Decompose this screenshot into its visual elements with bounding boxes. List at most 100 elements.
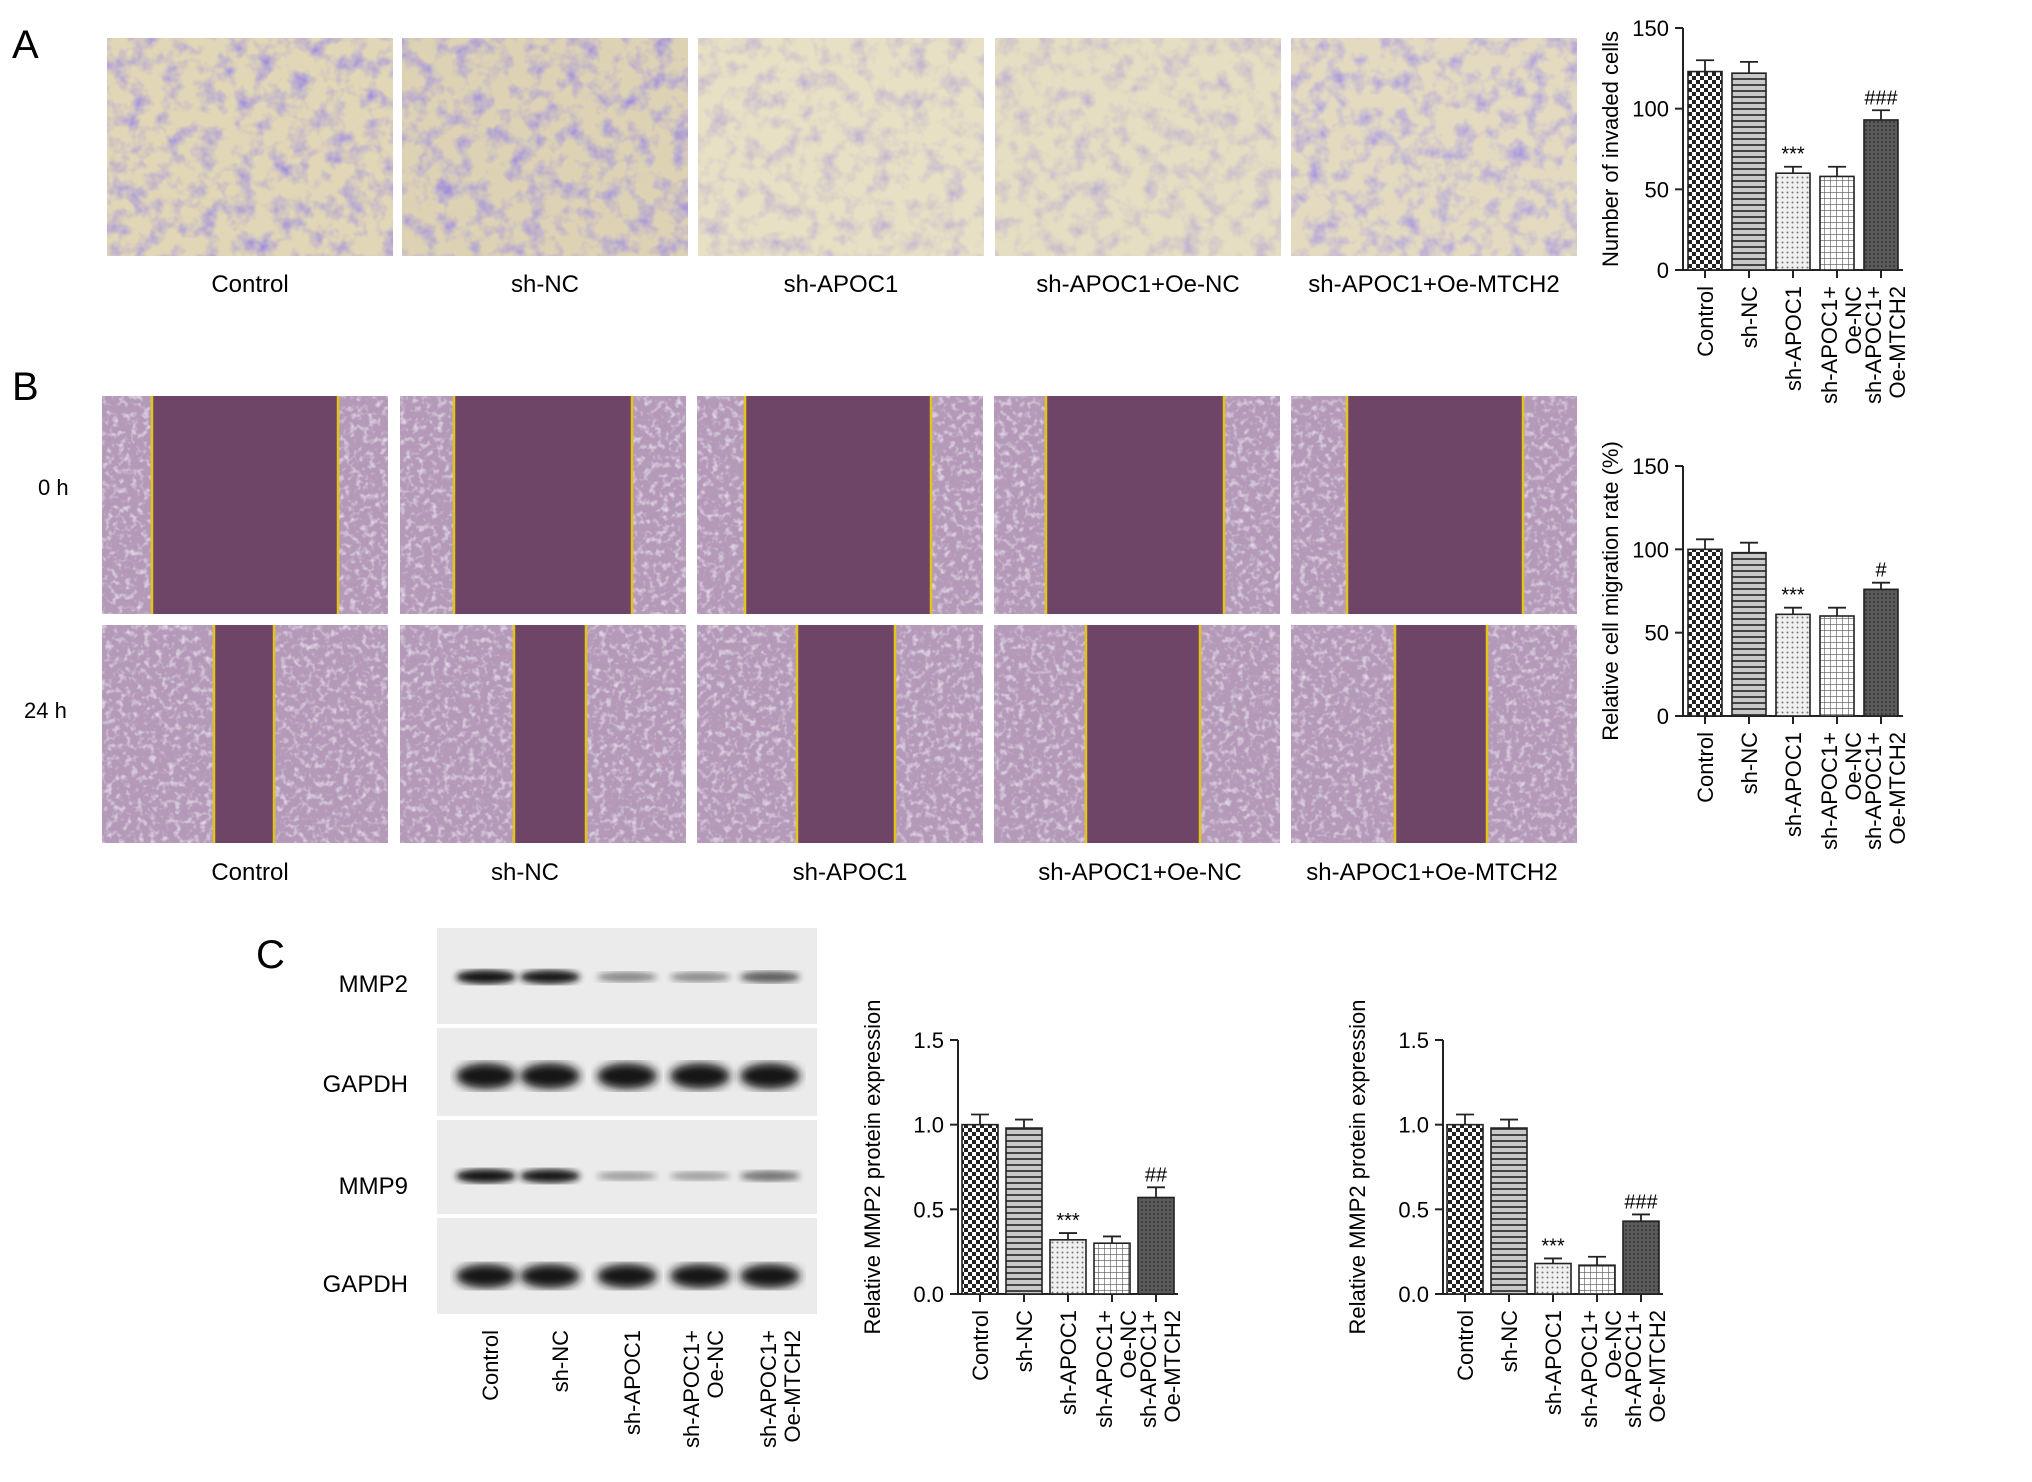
scratch-image bbox=[1291, 625, 1577, 843]
scratch-caption: Control bbox=[211, 859, 288, 886]
invasion-caption: sh-APOC1+Oe-NC bbox=[1036, 271, 1239, 298]
blot-band bbox=[740, 1063, 800, 1089]
x-tick-label: sh-APOC1 bbox=[1541, 1310, 1566, 1415]
blot-lane-label: sh-NC bbox=[548, 1330, 573, 1392]
y-tick-label: 50 bbox=[1645, 177, 1669, 202]
y-tick-label: 1.0 bbox=[1398, 1113, 1429, 1138]
significance-mark: *** bbox=[1781, 144, 1805, 166]
bar bbox=[1863, 588, 1899, 717]
bar bbox=[961, 1123, 999, 1295]
blot-band bbox=[740, 1170, 800, 1182]
bar bbox=[1490, 1127, 1528, 1295]
y-tick-label: 0 bbox=[1657, 258, 1669, 283]
invasion-image-sh-apoc1-oe-nc bbox=[995, 38, 1281, 256]
bar bbox=[1005, 1127, 1043, 1295]
x-tick-label: sh-APOC1 bbox=[1781, 732, 1806, 837]
x-tick-label: Control bbox=[1693, 286, 1718, 357]
blot-lane-label: sh-APOC1+Oe-NC bbox=[679, 1330, 728, 1448]
blot-band bbox=[740, 971, 800, 983]
y-axis-label: Relative cell migration rate (%) bbox=[1598, 441, 1623, 741]
invasion-image-sh-nc bbox=[402, 38, 688, 256]
x-tick-label: sh-NC bbox=[1737, 732, 1762, 794]
chart-c-mmp9-expression: 0.0 0.5 1.0 1.5 Relative MMP2 protein expres… bbox=[1345, 999, 1670, 1428]
scratch-image bbox=[102, 396, 388, 614]
bar bbox=[1578, 1264, 1616, 1295]
scratch-image bbox=[1291, 396, 1577, 614]
bar bbox=[1137, 1196, 1175, 1295]
blot-band bbox=[520, 1063, 580, 1089]
scratch-image bbox=[994, 396, 1280, 614]
y-tick-label: 1.5 bbox=[913, 1028, 944, 1053]
scratch-image bbox=[994, 625, 1280, 843]
x-tick-label: sh-NC bbox=[1497, 1310, 1522, 1372]
bar bbox=[1775, 172, 1811, 271]
blot-band bbox=[670, 972, 730, 982]
y-tick-label: 1.5 bbox=[1398, 1028, 1429, 1053]
significance-mark: *** bbox=[1056, 1210, 1080, 1232]
bar bbox=[1731, 551, 1767, 717]
bar bbox=[1622, 1220, 1660, 1295]
blot-band bbox=[456, 970, 516, 984]
chart-b-migration-rate: 0 50 100 150 Relative cell migration rate (%… bbox=[1598, 441, 1910, 850]
blot-row-labels: MMP2 GAPDH MMP9 GAPDH bbox=[323, 971, 408, 1298]
invasion-image-control bbox=[107, 38, 393, 256]
scratch-image bbox=[400, 396, 686, 614]
row-label-24h: 24 h bbox=[24, 698, 67, 723]
y-tick-label: 150 bbox=[1632, 16, 1669, 41]
panel-letter-a: A bbox=[12, 23, 39, 67]
bar bbox=[1819, 175, 1855, 271]
scratch-caption: sh-APOC1+Oe-MTCH2 bbox=[1306, 859, 1557, 886]
scratch-caption: sh-APOC1 bbox=[793, 859, 908, 886]
invasion-images bbox=[107, 38, 1577, 256]
blot-label-mmp9: MMP9 bbox=[339, 1173, 408, 1200]
bar bbox=[1863, 119, 1899, 271]
y-axis-label: Number of invaded cells bbox=[1598, 31, 1623, 267]
x-tick-label: sh-APOC1+Oe-NC bbox=[1817, 732, 1866, 850]
x-tick-label: sh-APOC1+Oe-MTCH2 bbox=[1861, 286, 1910, 404]
scratch-image bbox=[400, 625, 686, 843]
bar bbox=[1687, 70, 1723, 271]
blot-band bbox=[670, 1264, 730, 1288]
invasion-caption: sh-APOC1 bbox=[784, 271, 899, 298]
blot-band bbox=[597, 1063, 657, 1089]
blot-band bbox=[597, 1171, 657, 1181]
blot-band bbox=[740, 1264, 800, 1288]
blot-band bbox=[670, 1063, 730, 1089]
significance-mark: ### bbox=[1864, 87, 1898, 109]
x-tick-label: sh-APOC1+Oe-NC bbox=[1577, 1310, 1626, 1428]
significance-mark: *** bbox=[1781, 585, 1805, 607]
y-tick-label: 50 bbox=[1645, 621, 1669, 646]
invasion-image-sh-apoc1 bbox=[698, 38, 984, 256]
scratch-images bbox=[102, 396, 1577, 843]
invasion-caption: Control bbox=[211, 271, 288, 298]
significance-mark: # bbox=[1875, 560, 1887, 582]
blot-band bbox=[597, 1264, 657, 1288]
blot-band bbox=[520, 1169, 580, 1183]
bar bbox=[1049, 1239, 1087, 1295]
blot-band bbox=[456, 1169, 516, 1183]
blot-strip-mmp9 bbox=[437, 1120, 817, 1214]
panel-letter-c: C bbox=[256, 933, 285, 977]
blot-band bbox=[670, 1171, 730, 1181]
bar bbox=[1775, 613, 1811, 717]
blot-lane-labels: Control sh-NC sh-APOC1 sh-APOC1+Oe-NC sh-APO… bbox=[478, 1330, 805, 1448]
blot-lane-label: Control bbox=[478, 1330, 503, 1401]
scratch-caption: sh-NC bbox=[491, 859, 559, 886]
scratch-caption: sh-APOC1+Oe-NC bbox=[1038, 859, 1241, 886]
y-axis-label: Relative MMP2 protein expression bbox=[1345, 999, 1370, 1334]
significance-mark: *** bbox=[1541, 1235, 1565, 1257]
y-tick-label: 0.0 bbox=[1398, 1282, 1429, 1307]
blot-strip-mmp2 bbox=[437, 928, 817, 1024]
x-tick-label: sh-APOC1+Oe-MTCH2 bbox=[1136, 1310, 1185, 1428]
blot-label-mmp2: MMP2 bbox=[339, 971, 408, 998]
blot-label-gapdh-2: GAPDH bbox=[323, 1271, 408, 1298]
western-blots bbox=[437, 928, 817, 1314]
x-tick-label: sh-APOC1+Oe-NC bbox=[1092, 1310, 1141, 1428]
y-tick-label: 1.0 bbox=[913, 1113, 944, 1138]
x-tick-label: sh-NC bbox=[1012, 1310, 1037, 1372]
bar bbox=[1819, 615, 1855, 717]
x-tick-label: sh-APOC1+Oe-NC bbox=[1817, 286, 1866, 404]
invasion-caption: sh-APOC1+Oe-MTCH2 bbox=[1308, 271, 1559, 298]
chart-a-invaded-cells: 0 50 100 150 Number of invaded cells Control s… bbox=[1598, 16, 1910, 404]
